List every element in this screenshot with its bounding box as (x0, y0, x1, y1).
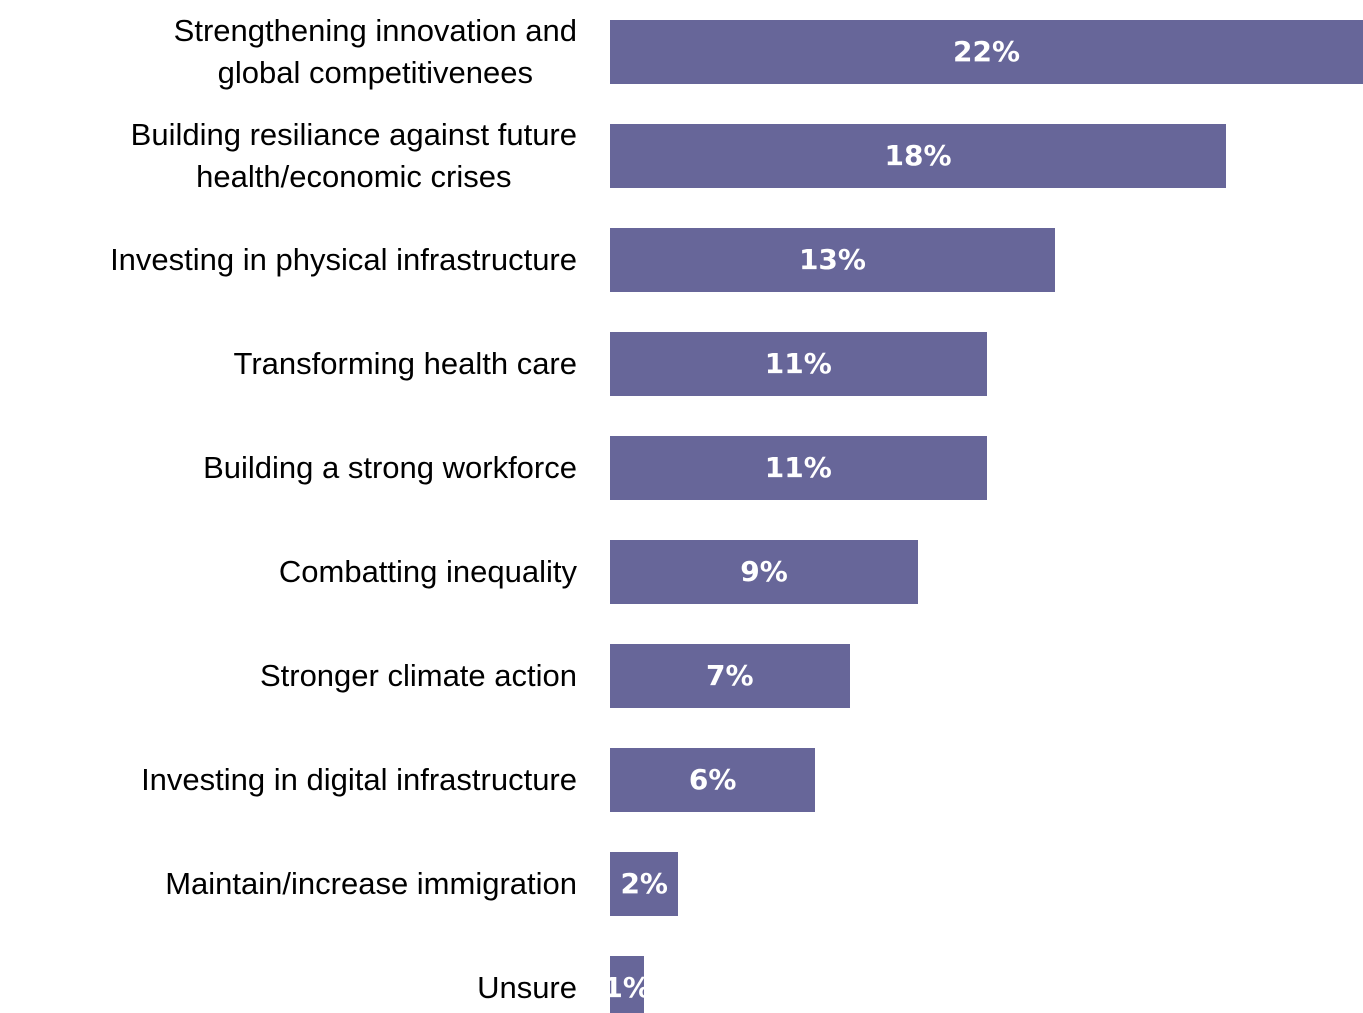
bar (610, 540, 919, 604)
category-label: Investing in digital infrastructure (141, 762, 577, 797)
bar (610, 644, 850, 708)
value-label: 22% (952, 35, 1021, 68)
category-label: Maintain/increase immigration (165, 866, 577, 901)
value-label: 13% (798, 243, 866, 276)
bar (610, 124, 1227, 188)
value-label: 1% (603, 971, 651, 1004)
category-label: Investing in physical infrastructure (110, 242, 577, 277)
value-label: 11% (764, 451, 832, 484)
category-label-box: Investing in physical infrastructure (0, 208, 577, 312)
category-label: Unsure (477, 970, 577, 1005)
category-label-box: Investing in digital infrastructure (0, 728, 577, 832)
category-label: Building resiliance against future healt… (130, 117, 577, 194)
category-label-box: Building a strong workforce (0, 416, 577, 520)
value-label: 18% (884, 139, 952, 172)
bar (610, 852, 679, 916)
bar (610, 748, 816, 812)
category-label-box: Transforming health care (0, 312, 577, 416)
category-label-box: Unsure (0, 936, 577, 1013)
bar (610, 436, 987, 500)
category-label: Building a strong workforce (203, 450, 577, 485)
value-label: 9% (740, 555, 788, 588)
value-label: 6% (688, 763, 737, 796)
category-label-box: Maintain/increase immigration (0, 832, 577, 936)
bar (610, 228, 1055, 292)
bar (610, 332, 987, 396)
category-label: Combatting inequality (278, 554, 577, 589)
bar (610, 956, 645, 1013)
category-label-box: Strengthening innovation and global comp… (0, 0, 577, 104)
category-label: Transforming health care (233, 346, 577, 381)
bar (610, 20, 1363, 84)
category-label-box: Combatting inequality (0, 520, 577, 624)
category-label: Strengthening innovation and global comp… (173, 13, 577, 90)
value-label: 11% (764, 347, 832, 380)
category-label-box: Building resiliance against future healt… (0, 104, 577, 208)
value-label: 7% (706, 659, 754, 692)
category-label: Stronger climate action (259, 658, 577, 693)
category-label-box: Stronger climate action (0, 624, 577, 728)
value-label: 2% (620, 867, 668, 900)
